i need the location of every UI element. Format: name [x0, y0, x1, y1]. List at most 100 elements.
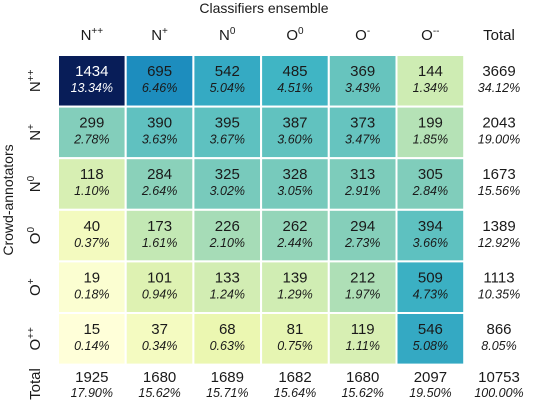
cell-value-1-1: 390: [147, 115, 172, 132]
col-total-3: 1682: [278, 369, 311, 386]
cell-percent-1-2: 3.67%: [210, 133, 245, 147]
heatmap-cell-2-5: [395, 157, 466, 211]
cell-percent-1-0: 2.78%: [73, 133, 109, 147]
cell-value-4-3: 139: [282, 269, 307, 286]
grand-total-percent: 100.00%: [474, 386, 523, 400]
cell-value-1-2: 395: [215, 115, 240, 132]
heatmap-cell-5-0: [57, 312, 127, 366]
col-total-percent-1: 15.62%: [138, 386, 180, 400]
row-header-3: O0: [26, 227, 44, 245]
cell-value-1-4: 373: [350, 115, 375, 132]
heatmap-cell-4-2: [192, 260, 263, 314]
row-header-2: N0: [26, 175, 44, 192]
cell-percent-4-0: 0.18%: [74, 287, 109, 301]
cell-value-2-0: 118: [80, 166, 104, 183]
col-total-percent-4: 15.62%: [341, 386, 383, 400]
heatmap-cell-1-5: [395, 105, 466, 160]
cell-percent-1-5: 1.85%: [413, 133, 448, 147]
heatmap-cell-0-0: [57, 54, 127, 108]
heatmap-cells: [57, 54, 466, 366]
cell-value-2-2: 325: [215, 166, 240, 183]
cell-value-0-5: 144: [418, 63, 443, 80]
cell-percent-1-4: 3.47%: [345, 133, 380, 147]
row-total-percent-3: 12.92%: [478, 236, 520, 250]
col-header-4: O-: [355, 26, 370, 44]
cell-percent-5-0: 0.14%: [74, 339, 109, 353]
x-axis-title: Classifiers ensemble: [199, 0, 328, 16]
heatmap-cell-3-3: [260, 208, 330, 263]
heatmap-cell-1-1: [124, 105, 195, 160]
cell-percent-4-5: 4.73%: [413, 287, 448, 301]
cell-value-5-1: 37: [151, 321, 168, 338]
col-total-4: 1680: [346, 369, 379, 386]
cell-percent-5-3: 0.75%: [277, 339, 312, 353]
row-total-percent-0: 34.12%: [478, 81, 520, 95]
row-total-percent-4: 10.35%: [478, 287, 520, 301]
heatmap-cell-5-5: [395, 312, 466, 366]
cell-percent-5-2: 0.63%: [210, 339, 245, 353]
cell-value-2-4: 313: [350, 166, 375, 183]
cell-percent-3-3: 2.44%: [276, 236, 312, 250]
row-header-1: N+: [26, 124, 44, 141]
col-total-percent-2: 15.71%: [206, 386, 248, 400]
row-total-2: 1673: [482, 166, 515, 183]
cell-percent-4-1: 0.94%: [142, 287, 177, 301]
cell-percent-2-3: 3.05%: [277, 184, 312, 198]
y-axis-title: Crowd-annotators: [0, 144, 16, 255]
cell-percent-5-5: 5.08%: [413, 339, 448, 353]
cell-value-3-3: 262: [282, 218, 307, 235]
col-total-0: 1925: [75, 369, 108, 386]
row-header-0: N++: [26, 69, 44, 92]
row-header-total: Total: [27, 368, 44, 400]
cell-value-1-3: 387: [282, 115, 307, 132]
heatmap-cell-3-1: [124, 208, 195, 263]
cell-percent-2-1: 2.64%: [141, 184, 177, 198]
col-total-percent-5: 19.50%: [409, 386, 451, 400]
cell-percent-3-2: 2.10%: [209, 236, 245, 250]
cell-percent-0-0: 13.34%: [71, 81, 113, 95]
cell-percent-0-3: 4.51%: [277, 81, 312, 95]
row-total-4: 1113: [483, 269, 514, 286]
cell-percent-0-1: 6.46%: [142, 81, 177, 95]
cell-value-2-3: 328: [282, 166, 307, 183]
cell-value-4-2: 133: [215, 269, 240, 286]
heatmap-cell-3-0: [57, 208, 127, 263]
cell-percent-0-4: 3.43%: [345, 81, 380, 95]
heatmap-cell-3-2: [192, 208, 263, 263]
cell-value-5-0: 15: [83, 321, 100, 338]
cell-value-4-4: 212: [350, 269, 375, 286]
col-header-1: N+: [151, 26, 168, 44]
row-total-percent-1: 19.00%: [478, 133, 520, 147]
col-total-5: 2097: [414, 369, 447, 386]
cell-percent-2-5: 2.84%: [412, 184, 448, 198]
heatmap-labels: N++ N+ N0 O0 O- O-- Total N++ N+ N0 O0 O+ O++ Total 14…: [26, 26, 524, 400]
heatmap-cell-4-4: [327, 260, 398, 314]
cell-value-3-1: 173: [147, 218, 172, 235]
cell-value-4-1: 101: [147, 269, 172, 286]
cell-value-0-2: 542: [215, 63, 240, 80]
cell-value-5-4: 119: [351, 321, 375, 338]
cell-value-3-5: 394: [418, 218, 443, 235]
cell-percent-3-1: 1.61%: [142, 236, 177, 250]
col-header-5: O--: [421, 26, 439, 44]
col-header-3: O0: [286, 26, 304, 44]
cell-value-4-5: 509: [418, 269, 443, 286]
cell-percent-5-4: 1.11%: [345, 339, 380, 353]
heatmap-cell-3-5: [395, 208, 466, 263]
heatmap-cell-2-1: [124, 157, 195, 211]
cell-value-1-5: 199: [418, 115, 443, 132]
row-total-5: 866: [486, 321, 511, 338]
heatmap-cell-5-4: [327, 312, 398, 366]
row-total-1: 2043: [482, 115, 515, 132]
heatmap-cell-3-4: [327, 208, 398, 263]
cell-value-4-0: 19: [83, 269, 100, 286]
heatmap-cell-4-5: [395, 260, 466, 314]
cell-percent-3-5: 3.66%: [413, 236, 448, 250]
col-header-2: N0: [219, 26, 236, 44]
heatmap-cell-1-3: [260, 105, 330, 160]
cell-percent-2-2: 3.02%: [210, 184, 245, 198]
cell-value-2-1: 284: [147, 166, 172, 183]
cell-value-5-2: 68: [219, 321, 236, 338]
cell-value-3-2: 226: [215, 218, 240, 235]
